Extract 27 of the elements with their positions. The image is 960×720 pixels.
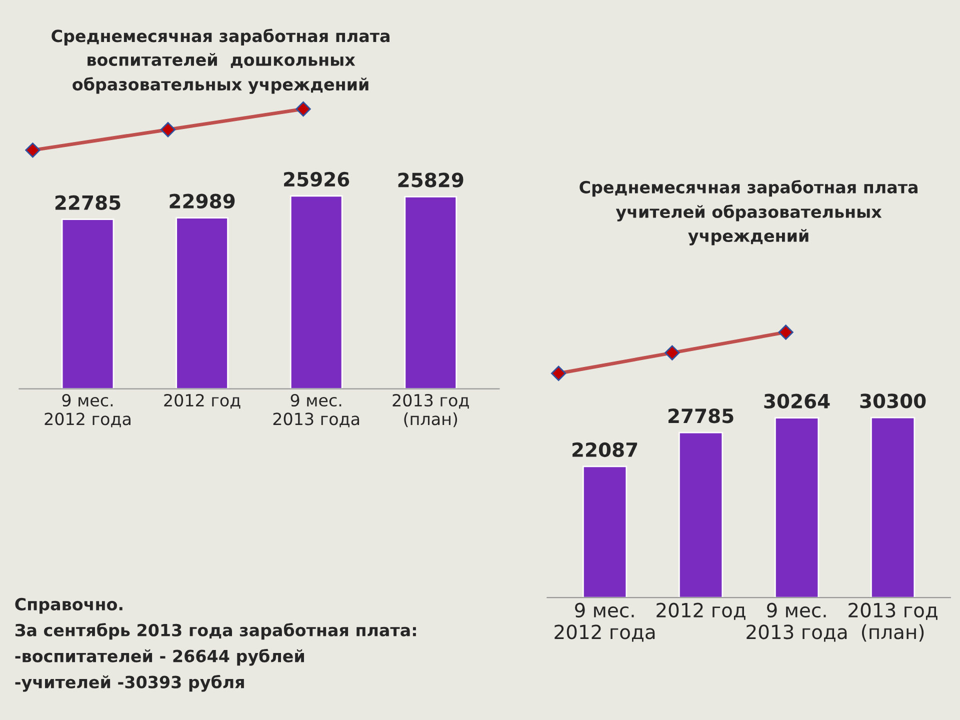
- data-label: 22785: [55, 195, 120, 210]
- x-tick-label: 2013 год (план): [848, 602, 938, 642]
- x-tick-label: 9 мес. 2012 года: [44, 394, 130, 428]
- bar: [582, 466, 628, 598]
- x-tick-label: 2013 год (план): [392, 394, 469, 428]
- bar: [870, 416, 916, 598]
- x-tick-label: 9 мес. 2013 года: [746, 602, 847, 642]
- bar: [678, 432, 724, 598]
- bar: [290, 195, 343, 389]
- data-label: 30264: [764, 394, 830, 408]
- data-label: 22989: [170, 194, 235, 208]
- bar: [61, 218, 114, 389]
- chart-title: Среднемесячная заработная плата воспитателей дошкольных образовательных учреждений: [52, 28, 390, 94]
- chart-title: Среднемесячная заработная плата учителей образовательных учреждений: [580, 180, 918, 246]
- text: Справочно. За сентябрь 2013 года заработная плата: -воспитателей - 26644 рублей -учителей -30393 рубля: [15, 598, 416, 692]
- bar: [404, 196, 458, 389]
- x-tick-label: 2012 год: [164, 394, 240, 409]
- data-label: 25926: [284, 172, 350, 187]
- x-tick-label: 9 мес. 2013 года: [273, 394, 360, 428]
- x-tick-label: 2012 год: [656, 602, 746, 620]
- bar: [176, 217, 228, 389]
- data-label: 27785: [668, 408, 734, 424]
- bar: [774, 417, 820, 598]
- x-tick-label: 9 мес. 2012 года: [554, 602, 655, 642]
- data-label: 30300: [860, 394, 926, 408]
- data-label: 22087: [572, 442, 638, 458]
- data-label: 25829: [398, 172, 464, 188]
